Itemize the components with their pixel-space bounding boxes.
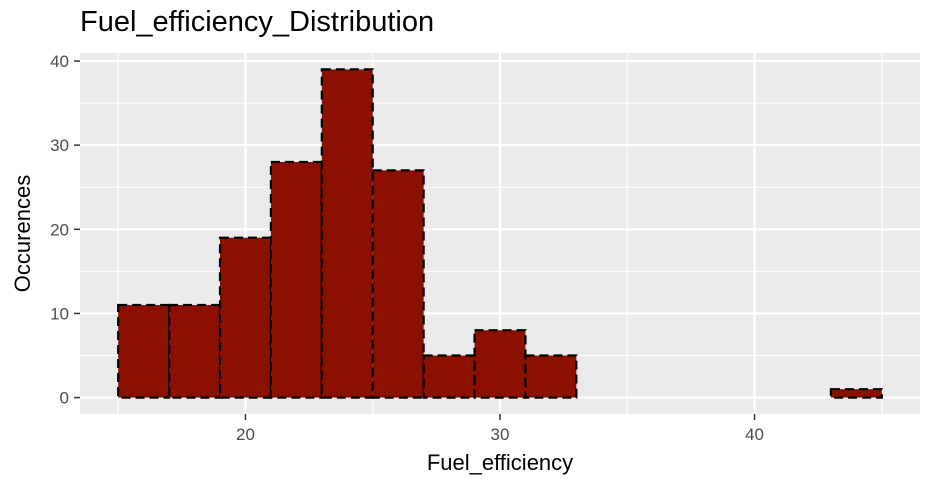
x-axis-title: Fuel_efficiency (427, 450, 573, 475)
histogram-bar (117, 303, 171, 399)
histogram-bar (167, 303, 222, 399)
x-tick-label: 30 (491, 425, 510, 444)
chart-title: Fuel_efficiency_Distribution (80, 6, 435, 38)
y-axis: 0 10 20 30 40 (50, 52, 80, 408)
y-tick-label: 10 (50, 304, 69, 323)
histogram-bar (473, 329, 527, 399)
y-tick-label: 0 (60, 389, 69, 408)
histogram-bar (320, 68, 374, 399)
histogram-bar (524, 354, 578, 399)
y-tick-label: 30 (50, 136, 69, 155)
histogram-bars (117, 68, 883, 399)
x-tick-label: 40 (745, 425, 764, 444)
histogram-bar (422, 354, 476, 399)
histogram-bar (829, 388, 883, 399)
y-tick-label: 20 (50, 220, 69, 239)
y-axis-title: Occurences (10, 175, 35, 292)
x-axis: 20 30 40 (236, 414, 764, 444)
x-tick-label: 20 (236, 425, 255, 444)
y-tick-label: 40 (50, 52, 69, 71)
histogram-bar (269, 160, 323, 399)
histogram-bar (371, 169, 425, 399)
histogram-bar (218, 236, 273, 399)
